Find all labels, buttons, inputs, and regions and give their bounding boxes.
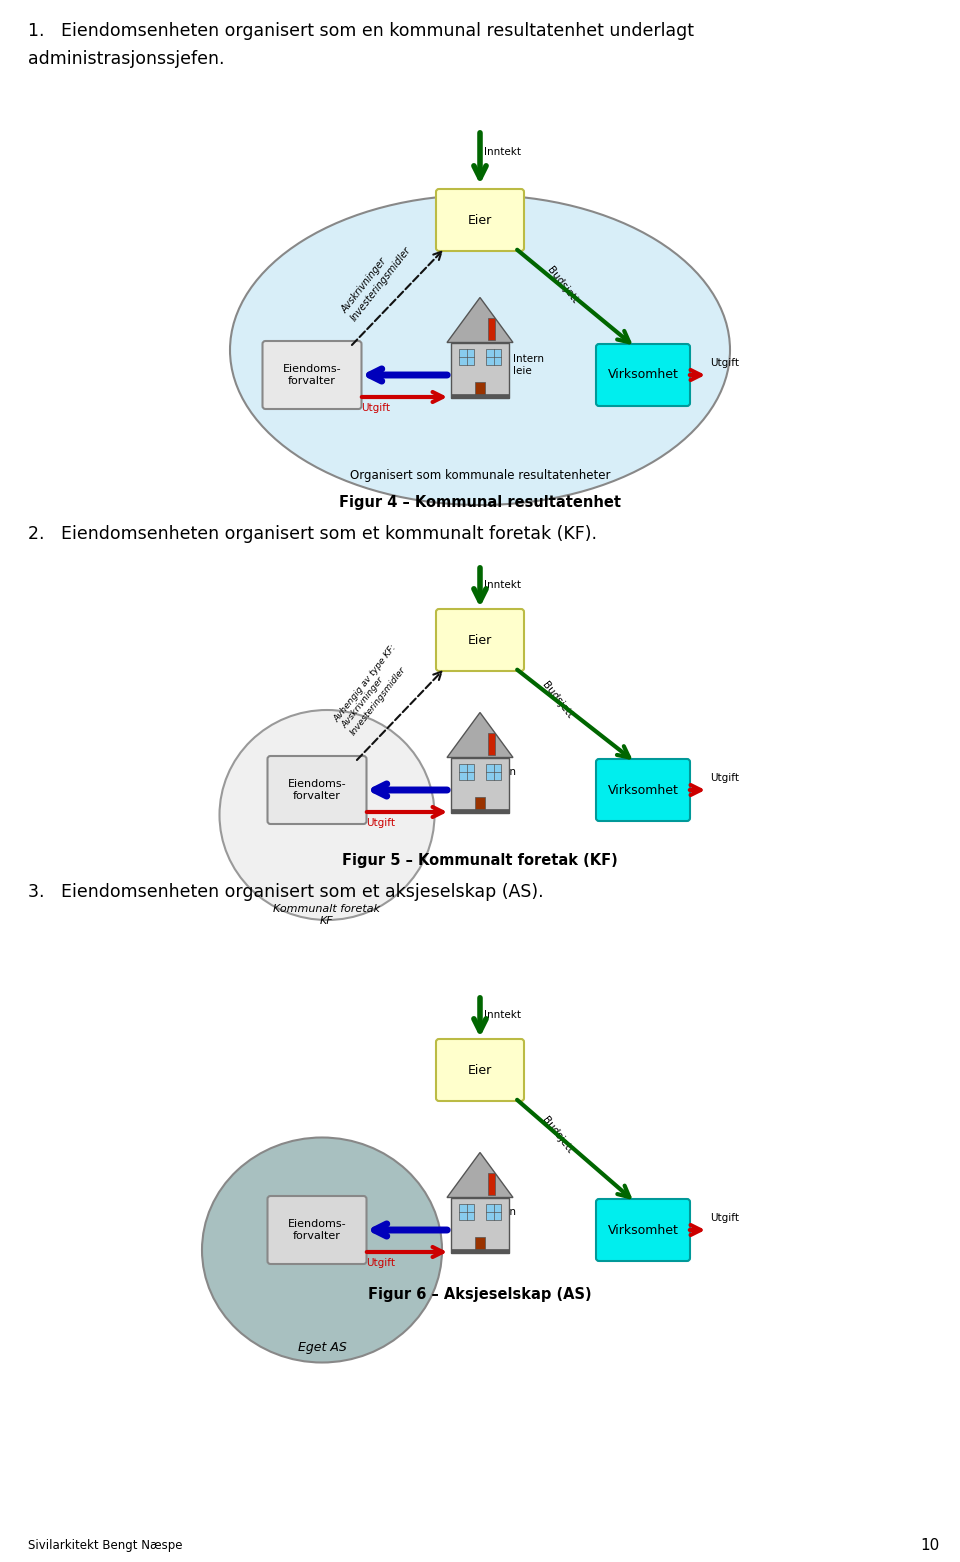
Text: Budsjett: Budsjett <box>540 679 575 720</box>
Text: Utgift: Utgift <box>366 818 395 828</box>
Bar <box>486 764 501 779</box>
Ellipse shape <box>230 195 730 505</box>
Text: Figur 5 – Kommunalt foretak (KF): Figur 5 – Kommunalt foretak (KF) <box>342 853 618 867</box>
Text: Eier: Eier <box>468 634 492 647</box>
Text: Intern
leie: Intern leie <box>513 355 544 376</box>
Text: Virksomhet: Virksomhet <box>608 784 679 797</box>
Text: Eiendoms-
forvalter: Eiendoms- forvalter <box>288 1220 347 1240</box>
Bar <box>475 797 485 812</box>
Text: Sivilarkitekt Bengt Næspe: Sivilarkitekt Bengt Næspe <box>28 1539 182 1551</box>
Text: Eier: Eier <box>468 1064 492 1076</box>
Text: administrasjonssjefen.: administrasjonssjefen. <box>28 50 225 69</box>
Bar <box>486 1203 501 1220</box>
Text: Eget AS: Eget AS <box>298 1342 347 1354</box>
Text: Inntekt: Inntekt <box>484 580 521 590</box>
FancyBboxPatch shape <box>262 341 362 409</box>
Text: 2.   Eiendomsenheten organisert som et kommunalt foretak (KF).: 2. Eiendomsenheten organisert som et kom… <box>28 525 597 544</box>
Bar <box>459 1203 474 1220</box>
Text: 3.   Eiendomsenheten organisert som et aksjeselskap (AS).: 3. Eiendomsenheten organisert som et aks… <box>28 883 543 901</box>
Text: Utgift: Utgift <box>361 403 390 412</box>
Ellipse shape <box>202 1137 442 1362</box>
FancyBboxPatch shape <box>436 189 524 251</box>
Text: Budsjett: Budsjett <box>545 266 580 305</box>
Polygon shape <box>447 1153 513 1198</box>
Text: Avskrivninger
Investeringsmidler: Avskrivninger Investeringsmidler <box>340 237 413 323</box>
Ellipse shape <box>220 711 435 920</box>
FancyBboxPatch shape <box>596 344 690 406</box>
Text: Eiendoms-
forvalter: Eiendoms- forvalter <box>288 779 347 801</box>
Text: Eier: Eier <box>468 214 492 226</box>
Bar <box>488 733 495 754</box>
Text: Utgift: Utgift <box>710 358 739 369</box>
FancyBboxPatch shape <box>268 1196 367 1264</box>
Text: Figur 4 – Kommunal resultatenhet: Figur 4 – Kommunal resultatenhet <box>339 495 621 509</box>
Bar <box>451 758 509 812</box>
Text: Avhengig av type KF:
Avskrivninger
Investeringsmidler: Avhengig av type KF: Avskrivninger Inves… <box>332 644 415 737</box>
Text: Utgift: Utgift <box>710 773 739 783</box>
Text: Virksomhet: Virksomhet <box>608 369 679 381</box>
Text: Inntekt: Inntekt <box>484 1011 521 1020</box>
Text: Figur 6 – Aksjeselskap (AS): Figur 6 – Aksjeselskap (AS) <box>369 1287 591 1303</box>
Text: Organisert som kommunale resultatenheter: Organisert som kommunale resultatenheter <box>349 470 611 483</box>
Bar <box>451 1198 509 1253</box>
Bar <box>459 348 474 364</box>
FancyBboxPatch shape <box>268 756 367 825</box>
Text: 1.   Eiendomsenheten organisert som en kommunal resultatenhet underlagt: 1. Eiendomsenheten organisert som en kom… <box>28 22 694 41</box>
Bar <box>475 1237 485 1253</box>
FancyBboxPatch shape <box>596 759 690 822</box>
Text: 10: 10 <box>921 1537 940 1553</box>
FancyBboxPatch shape <box>436 1039 524 1101</box>
Text: Inntekt: Inntekt <box>484 147 521 158</box>
Bar <box>488 1173 495 1195</box>
Bar <box>459 764 474 779</box>
Bar <box>451 809 509 812</box>
Text: Utgift: Utgift <box>710 1214 739 1223</box>
Bar <box>451 394 509 397</box>
Text: Virksomhet: Virksomhet <box>608 1223 679 1237</box>
Bar <box>451 1248 509 1253</box>
Text: Intern
leie: Intern leie <box>485 1207 516 1229</box>
Bar <box>475 381 485 397</box>
Polygon shape <box>447 712 513 758</box>
Bar <box>451 342 509 397</box>
FancyBboxPatch shape <box>436 609 524 672</box>
Text: Eiendoms-
forvalter: Eiendoms- forvalter <box>282 364 342 386</box>
FancyBboxPatch shape <box>596 1200 690 1261</box>
Bar <box>488 317 495 341</box>
Text: Intern
leie: Intern leie <box>485 767 516 789</box>
Bar <box>486 348 501 364</box>
Polygon shape <box>447 297 513 342</box>
Text: Budsjett: Budsjett <box>540 1115 575 1156</box>
Text: Utgift: Utgift <box>366 1257 395 1268</box>
Text: Kommunalt foretak
KF: Kommunalt foretak KF <box>274 904 380 926</box>
